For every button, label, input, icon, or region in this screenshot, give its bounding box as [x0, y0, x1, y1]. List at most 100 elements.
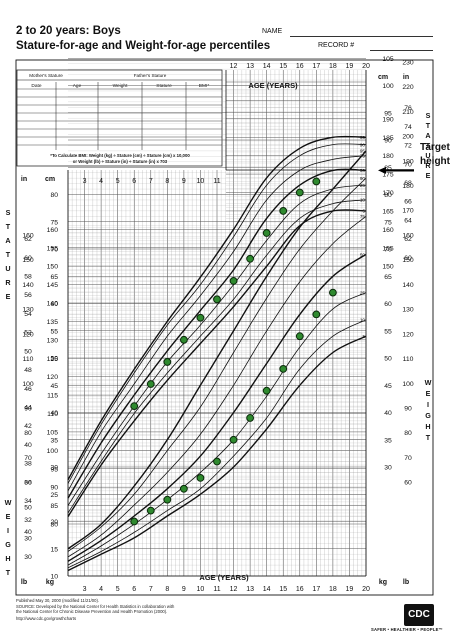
stature-cm-tick-right: 175 — [382, 172, 394, 179]
stature-point — [146, 380, 155, 388]
stature-in-tick-left: 54 — [24, 311, 32, 318]
stature-in-tick-right: 74 — [404, 124, 412, 131]
age-tick-bottom: 17 — [312, 586, 320, 593]
cdc-tagline: SAFER • HEALTHIER • PEOPLE™ — [371, 627, 444, 632]
age-tick-bottom: 18 — [329, 586, 337, 593]
age-tick-bottom: 11 — [213, 586, 220, 593]
weight-kg-tick-right: 60 — [384, 301, 392, 308]
weight-kg-tick-right: 55 — [384, 328, 392, 335]
age-tick-mid: 4 — [99, 178, 103, 185]
age-axis-label-bottom: AGE (YEARS) — [199, 573, 249, 582]
weight-lb-tick-right: 150 — [402, 257, 414, 264]
stature-in-tick-left: 34 — [24, 498, 32, 505]
stature-vertical-label-right: A — [425, 131, 430, 140]
stature-cm-tick-left: 105 — [47, 429, 59, 436]
age-tick-mid: 9 — [182, 178, 186, 185]
weight-lb-tick-right: 90 — [404, 406, 412, 413]
stature-cm-tick-left: 80 — [50, 522, 58, 529]
weight-vertical-label: H — [5, 554, 10, 563]
unit-lb-left: lb — [21, 579, 27, 586]
target-height-arrowhead — [378, 166, 386, 174]
weight-curve-p75 — [67, 215, 367, 558]
stature-in-tick-left: 62 — [24, 236, 32, 243]
stature-in-tick-left: 36 — [24, 479, 32, 486]
weight-lb-tick-left: 150 — [22, 257, 34, 264]
stature-cm-tick-left: 110 — [47, 411, 58, 418]
weight-lb-tick-left: 90 — [24, 406, 32, 413]
weight-lb-tick-left: 140 — [22, 282, 34, 289]
weight-vertical-label-right: H — [425, 422, 430, 431]
weight-vertical-label: I — [7, 526, 9, 535]
record-table: Mother's Stature Father's Stature Date Age W… — [16, 69, 223, 167]
mother-stature-label: Mother's Stature — [29, 73, 63, 78]
weight-lb-tick-right: 60 — [404, 480, 412, 487]
weight-point — [246, 414, 255, 422]
weight-vertical-label: G — [5, 540, 11, 549]
stature-point — [179, 335, 188, 344]
weight-kg-tick-right: 45 — [384, 383, 392, 390]
stature-in-tick-left: 44 — [24, 405, 32, 412]
age-tick-top: 15 — [279, 63, 287, 70]
stature-in-tick-left: 30 — [24, 535, 32, 542]
weight-lb-tick-right: 180 — [402, 183, 414, 190]
stature-vertical-label: T — [6, 250, 11, 259]
age-tick-top: 20 — [362, 63, 370, 70]
stature-cm-tick-left: 120 — [47, 374, 59, 381]
stature-cm-tick-right: 180 — [382, 153, 394, 160]
unit-cm-right: cm — [378, 74, 388, 81]
stature-vertical-label: U — [5, 264, 10, 273]
weight-kg-tick-left: 40 — [50, 410, 58, 417]
weight-kg-tick-right: 70 — [384, 247, 392, 254]
weight-kg-tick-right: 65 — [384, 274, 392, 281]
record-line — [370, 50, 433, 51]
weight-kg-tick-right: 35 — [384, 437, 392, 444]
age-tick-bottom: 16 — [296, 586, 304, 593]
table-header-stature: Stature — [156, 83, 172, 89]
stature-in-tick-right: 70 — [404, 161, 412, 168]
age-tick-bottom: 10 — [197, 586, 205, 593]
stature-in-tick-right: 64 — [404, 217, 412, 224]
weight-lb-tick-right: 110 — [403, 356, 414, 363]
stature-cm-tick-right: 170 — [382, 190, 394, 197]
stature-cm-tick-left: 155 — [47, 245, 59, 252]
chart-border — [15, 59, 434, 596]
stature-vertical-label: R — [5, 278, 11, 287]
weight-percentile-label: 50 — [360, 252, 366, 257]
weight-kg-tick-right: 95 — [384, 110, 392, 117]
weight-point — [213, 457, 221, 466]
weight-percentile-label: 5 — [362, 334, 365, 339]
weight-kg-tick-right: 30 — [384, 465, 392, 472]
stature-cm-tick-left: 150 — [47, 264, 59, 271]
table-header-bmi: BMI* — [199, 83, 210, 89]
stature-in-tick-left: 38 — [24, 461, 32, 468]
weight-point — [146, 506, 155, 515]
grid — [67, 58, 367, 577]
stature-vertical-label: A — [5, 236, 10, 245]
stature-in-tick-left: 48 — [24, 367, 32, 374]
stature-curve-p75 — [67, 155, 367, 492]
weight-curve-p95 — [67, 150, 367, 550]
stature-vertical-label-right: S — [426, 111, 431, 120]
weight-kg-tick-left: 65 — [50, 274, 58, 281]
weight-lb-tick-right: 230 — [402, 59, 414, 66]
stature-curve-p95 — [67, 135, 367, 481]
weight-lb-tick-left: 100 — [22, 381, 34, 388]
record-label: RECORD # — [318, 42, 355, 49]
age-tick-mid: 10 — [197, 178, 205, 185]
weight-lb-tick-left: 40 — [24, 529, 32, 536]
stature-in-tick-right: 66 — [404, 199, 412, 206]
weight-kg-tick-left: 55 — [50, 328, 58, 335]
weight-lb-tick-left: 70 — [24, 455, 32, 462]
age-tick-top: 12 — [230, 63, 238, 70]
age-tick-mid: 6 — [132, 178, 136, 185]
weight-lb-tick-right: 220 — [402, 84, 414, 91]
stature-vertical-label: T — [6, 222, 11, 231]
age-tick-bottom: 15 — [279, 586, 287, 593]
stature-in-tick-right: 62 — [404, 236, 412, 243]
stature-point — [163, 358, 172, 366]
weight-kg-tick-left: 15 — [50, 546, 58, 553]
weight-curve-p10 — [67, 319, 367, 569]
percentile-curves — [67, 135, 414, 572]
chart-subtitle: Stature-for-age and Weight-for-age perce… — [16, 40, 271, 52]
